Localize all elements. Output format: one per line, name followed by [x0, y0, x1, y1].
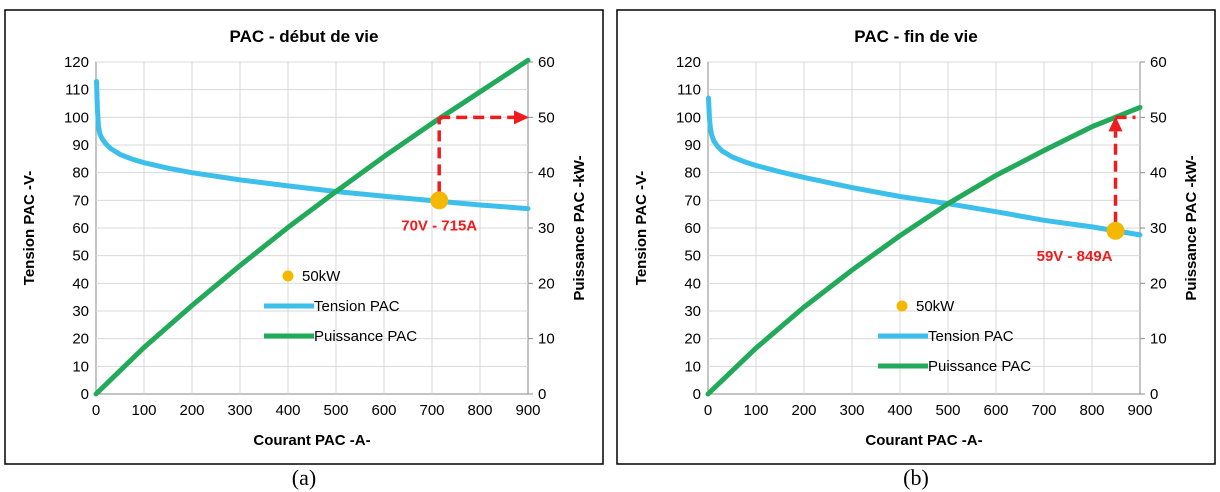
- y-axis-label: Tension PAC -V-: [633, 171, 650, 285]
- chart-title: PAC - début de vie: [230, 27, 379, 46]
- legend-label: Tension PAC: [314, 298, 400, 315]
- x-axis-label: Courant PAC -A-: [865, 432, 982, 449]
- x-tick-label: 600: [983, 402, 1008, 419]
- y-tick-label: 30: [72, 303, 89, 320]
- y2-axis-label: Puissance PAC -kW-: [1183, 155, 1200, 300]
- x-tick-label: 100: [743, 402, 768, 419]
- legend-label: Puissance PAC: [314, 328, 417, 345]
- y2-tick-label: 30: [538, 220, 555, 237]
- y-tick-label: 0: [693, 386, 701, 403]
- legend-label: 50kW: [916, 298, 955, 315]
- x-tick-label: 0: [704, 402, 712, 419]
- y2-tick-label: 40: [538, 165, 555, 182]
- y-tick-label: 50: [684, 248, 701, 265]
- y-tick-label: 10: [684, 358, 701, 375]
- x-tick-label: 900: [515, 402, 540, 419]
- y2-tick-label: 10: [538, 331, 555, 348]
- legend-marker: [897, 301, 908, 312]
- x-tick-label: 800: [1079, 402, 1104, 419]
- x-tick-label: 500: [935, 402, 960, 419]
- chart-svg: PAC - début de vie0102030405060708090100…: [4, 0, 604, 492]
- operating-point-marker: [430, 191, 448, 209]
- x-tick-label: 600: [371, 402, 396, 419]
- chart-panel-a: PAC - début de vie 0 10 20 30 40 50 60 70 80 90 100…: [4, 0, 604, 492]
- chart-svg: PAC - fin de vie010203040506070809010011…: [616, 0, 1216, 492]
- y-tick-label: 80: [72, 165, 89, 182]
- y2-tick-label: 30: [1150, 220, 1167, 237]
- x-tick-label: 900: [1127, 402, 1152, 419]
- y-tick-label: 60: [72, 220, 89, 237]
- x-tick-label: 400: [275, 402, 300, 419]
- y-tick-label: 90: [72, 137, 89, 154]
- y-tick-label: 80: [684, 165, 701, 182]
- chart-title: PAC - fin de vie: [854, 27, 977, 46]
- y-tick-label: 70: [72, 192, 89, 209]
- x-tick-label: 700: [419, 402, 444, 419]
- y-tick-label: 30: [684, 303, 701, 320]
- y-tick-label: 20: [684, 331, 701, 348]
- y-tick-label: 100: [64, 109, 89, 126]
- y-tick-label: 0: [81, 386, 89, 403]
- annotation-label: 59V - 849A: [1037, 248, 1113, 265]
- x-tick-label: 800: [467, 402, 492, 419]
- x-tick-label: 300: [839, 402, 864, 419]
- legend-label: Tension PAC: [928, 328, 1014, 345]
- y2-tick-label: 50: [538, 109, 555, 126]
- annotation-label: 70V - 715A: [401, 217, 477, 234]
- x-tick-label: 400: [887, 402, 912, 419]
- y2-tick-label: 20: [538, 275, 555, 292]
- x-tick-label: 700: [1031, 402, 1056, 419]
- x-tick-label: 100: [131, 402, 156, 419]
- legend-label: 50kW: [302, 268, 341, 285]
- y-tick-label: 50: [72, 248, 89, 265]
- y-tick-label: 110: [65, 82, 89, 99]
- y-tick-label: 90: [684, 137, 701, 154]
- legend-marker: [283, 271, 294, 282]
- y-tick-label: 10: [72, 358, 89, 375]
- y2-axis-label: Puissance PAC -kW-: [571, 155, 588, 300]
- x-tick-label: 200: [791, 402, 816, 419]
- legend-label: Puissance PAC: [928, 358, 1031, 375]
- x-tick-label: 500: [323, 402, 348, 419]
- x-tick-label: 300: [227, 402, 252, 419]
- y-tick-label: 100: [676, 109, 701, 126]
- chart-panel-b: PAC - fin de vie 0 10 20 30 40 50 60 70 80 90 100 11…: [616, 0, 1216, 492]
- y2-tick-label: 10: [1150, 331, 1167, 348]
- y2-tick-label: 0: [538, 386, 546, 403]
- figure-caption: (a): [292, 465, 316, 490]
- x-tick-label: 0: [92, 402, 100, 419]
- y-tick-label: 120: [64, 54, 89, 71]
- y-tick-label: 20: [72, 331, 89, 348]
- y-tick-label: 40: [684, 275, 701, 292]
- y2-tick-label: 0: [1150, 386, 1158, 403]
- y-tick-label: 40: [72, 275, 89, 292]
- y-tick-label: 110: [677, 82, 701, 99]
- y2-tick-label: 50: [1150, 109, 1167, 126]
- y2-tick-label: 40: [1150, 165, 1167, 182]
- y-tick-label: 60: [684, 220, 701, 237]
- y2-tick-label: 20: [1150, 275, 1167, 292]
- operating-point-marker: [1107, 222, 1125, 240]
- x-axis-label: Courant PAC -A-: [253, 432, 370, 449]
- y2-tick-label: 60: [1150, 54, 1167, 71]
- x-tick-label: 200: [179, 402, 204, 419]
- figure-caption: (b): [903, 465, 929, 490]
- y-axis-label: Tension PAC -V-: [21, 171, 38, 285]
- y-tick-label: 70: [684, 192, 701, 209]
- y2-tick-label: 60: [538, 54, 555, 71]
- y-tick-label: 120: [676, 54, 701, 71]
